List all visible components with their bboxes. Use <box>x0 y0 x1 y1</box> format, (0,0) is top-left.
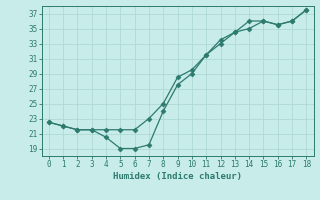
X-axis label: Humidex (Indice chaleur): Humidex (Indice chaleur) <box>113 172 242 181</box>
